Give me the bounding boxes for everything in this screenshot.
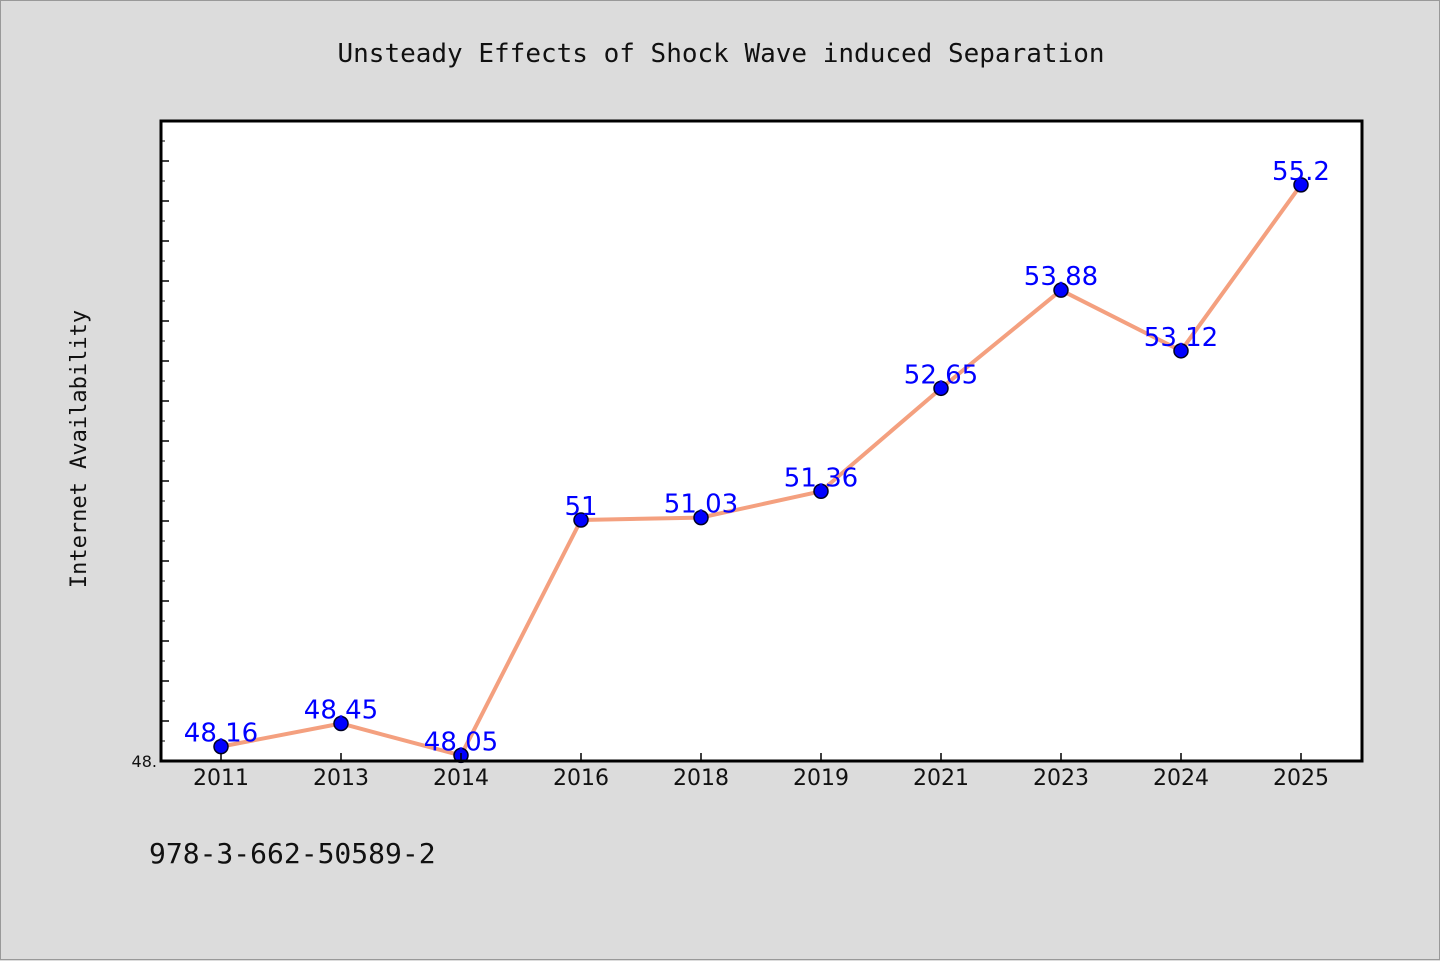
x-tick-label-2014: 2014 [433,766,489,791]
data-label-2021: 52.65 [904,360,978,390]
series-line [220,183,1303,758]
x-tick-label-2011: 2011 [193,766,249,791]
data-label-2025: 55.2 [1272,157,1330,187]
data-marker-2021 [933,380,949,397]
x-tick-label-2023: 2023 [1033,766,1089,791]
x-tick-label-2018: 2018 [673,766,729,791]
data-label-2014: 48.05 [424,727,498,757]
plot-border [159,119,1364,763]
data-marker-2016 [573,512,589,528]
data-label-2011: 48.16 [184,719,258,749]
isbn-footer: 978-3-662-50589-2 [149,837,436,870]
data-label-2019: 51.36 [784,463,858,493]
plot-area [161,121,1362,761]
data-label-2024: 53.12 [1144,323,1218,353]
y-axis-ticks: 48. [132,752,157,771]
x-tick-label-2019: 2019 [793,766,849,791]
data-label-2023: 53.88 [1024,262,1098,292]
data-marker-2025 [1293,177,1309,193]
data-marker-2024 [1173,343,1189,359]
y-tick-label: 48. [132,752,157,771]
data-marker-2023 [1053,282,1069,298]
y-axis-label: Internet Availability [67,310,92,588]
x-tick-label-2025: 2025 [1273,766,1329,791]
data-label-2018: 51.03 [664,490,738,520]
data-label-2016: 51 [564,492,597,522]
data-marker-2019 [813,483,829,500]
x-tick-label-2021: 2021 [913,766,969,791]
data-marker-2018 [693,509,709,526]
x-axis-ticks: 2011 2013 2014 2016 2018 2019 2021 2023 2024 2025 [193,753,1329,791]
chart-title: Unsteady Effects of Shock Wave induced S… [337,39,1104,69]
series-line-group [220,183,1303,758]
data-marker-2013 [333,715,349,732]
data-labels: 48.16 48.45 48.05 51 51.03 51.36 52.65 53.88 53.… [184,157,1330,758]
data-label-2013: 48.45 [304,695,378,725]
x-tick-label-2024: 2024 [1153,766,1209,791]
x-tick-label-2013: 2013 [313,766,369,791]
data-markers [213,177,1309,764]
x-tick-label-2016: 2016 [553,766,609,791]
